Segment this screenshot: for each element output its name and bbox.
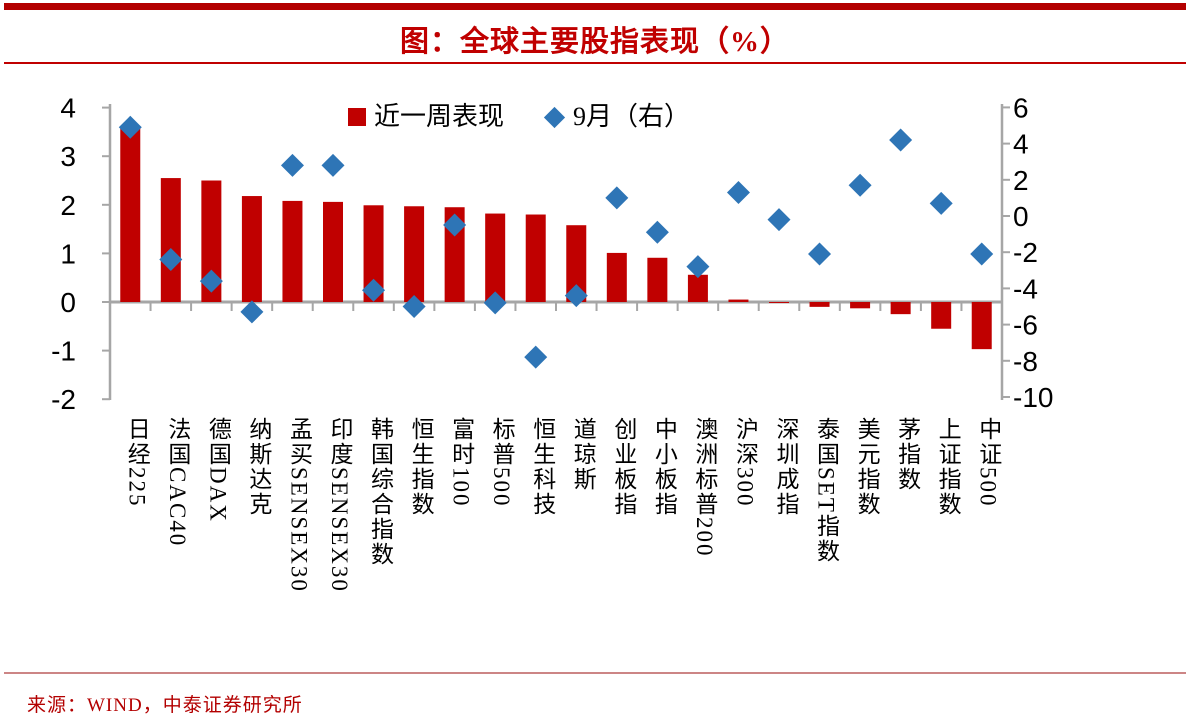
right-axis-tick-label: -4 (1013, 273, 1038, 304)
diamond-marker (402, 295, 426, 318)
diamond-marker (929, 191, 953, 215)
diamond-marker (605, 186, 629, 210)
diamond-marker (240, 300, 264, 324)
bar (404, 206, 425, 302)
bar (160, 178, 181, 302)
diamond-marker (889, 128, 913, 152)
bar (241, 196, 262, 302)
legend-label: 近一周表现 (374, 102, 505, 131)
bar (323, 201, 343, 302)
right-axis-tick-label: 6 (1013, 92, 1029, 123)
right-axis-tick-label: -8 (1013, 346, 1038, 377)
left-axis-tick-label: -1 (51, 336, 76, 367)
bar (769, 302, 789, 303)
right-axis-tick-label: 0 (1013, 201, 1029, 232)
diamond-marker (564, 284, 588, 308)
diamond-marker (767, 208, 791, 232)
bar (363, 205, 384, 302)
left-axis-tick-label: -2 (51, 384, 76, 415)
right-axis-tick-label: 4 (1013, 129, 1029, 160)
diamond-marker (686, 255, 710, 279)
bar (566, 225, 587, 302)
left-axis-tick-label: 2 (60, 190, 76, 221)
bar (809, 302, 830, 307)
bar (201, 180, 222, 302)
diamond-marker (199, 269, 223, 293)
chart-legend: 近一周表现 9月（右） (348, 104, 690, 130)
left-axis-tick-label: 4 (60, 93, 76, 124)
bar (525, 214, 546, 302)
left-axis-tick-label: 1 (60, 238, 76, 269)
diamond-marker (280, 153, 304, 177)
diamond-marker (808, 242, 832, 266)
left-axis-tick-label: 0 (60, 287, 76, 318)
source-note: 来源：WIND，中泰证券研究所 (27, 695, 303, 716)
diamond-marker (321, 153, 345, 177)
bar (850, 302, 871, 309)
right-axis-tick-label: -6 (1013, 310, 1038, 341)
right-axis-tick-label: 2 (1013, 165, 1029, 196)
diamond-marker (726, 180, 750, 204)
diamond-marker (443, 213, 467, 237)
bar (606, 252, 627, 302)
bar (647, 257, 668, 302)
bar (485, 213, 506, 302)
diamond-marker (362, 278, 386, 302)
chart-title: 图：全球主要股指表现（%） (399, 26, 790, 58)
legend-item-weekly: 近一周表现 (348, 104, 504, 130)
footer-rule (4, 672, 1186, 674)
right-axis-tick-label: -2 (1013, 237, 1038, 268)
title-underline-rule (4, 62, 1186, 64)
diamond-marker (483, 291, 507, 315)
left-axis-tick-label: 3 (60, 141, 76, 172)
bar (890, 302, 911, 315)
diamond-marker (970, 242, 994, 266)
diamond-marker (118, 115, 142, 139)
bar (971, 302, 992, 350)
legend-label: 9月（右） (573, 102, 691, 131)
legend-item-september: 9月（右） (543, 102, 691, 131)
diamond-marker (645, 220, 669, 244)
bar (687, 274, 708, 302)
bar (282, 200, 303, 302)
bar (728, 299, 749, 302)
right-axis-tick-label: -10 (1013, 382, 1053, 413)
bar (931, 302, 952, 329)
top-rule (4, 3, 1186, 10)
bar (120, 127, 141, 302)
diamond-marker (159, 247, 183, 271)
diamond-marker (848, 173, 872, 197)
diamond-marker (524, 345, 548, 369)
square-marker-icon (348, 108, 366, 126)
